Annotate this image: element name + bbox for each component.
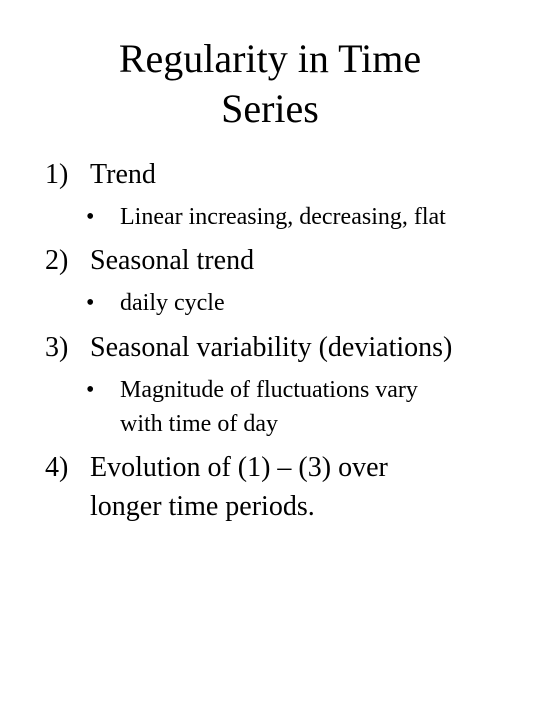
item-text-line-1: Evolution of (1) – (3) over — [90, 452, 388, 483]
bullet-icon: • — [86, 204, 95, 230]
slide-title-line-1: Regularity in Time — [118, 36, 422, 81]
bullet-icon: • — [86, 377, 95, 403]
item-text: Trend — [90, 159, 156, 190]
item-text-line-2: longer time periods. — [90, 491, 315, 522]
sub-item-text-line-2: with time of day — [120, 411, 278, 437]
slide-title: Regularity in Time Series — [0, 34, 540, 134]
item-number: 2) — [45, 245, 69, 276]
item-number: 4) — [45, 452, 69, 483]
sub-item-text: daily cycle — [120, 290, 225, 316]
item-text: Seasonal variability (deviations) — [90, 332, 453, 363]
item-number: 3) — [45, 332, 69, 363]
sub-item-text-line-1: Magnitude of fluctuations vary — [120, 377, 418, 403]
slide-title-line-2: Series — [221, 86, 319, 131]
item-number: 1) — [45, 159, 69, 190]
sub-item-text: Linear increasing, decreasing, flat — [120, 204, 446, 230]
item-text: Seasonal trend — [90, 245, 255, 276]
bullet-icon: • — [86, 290, 95, 316]
